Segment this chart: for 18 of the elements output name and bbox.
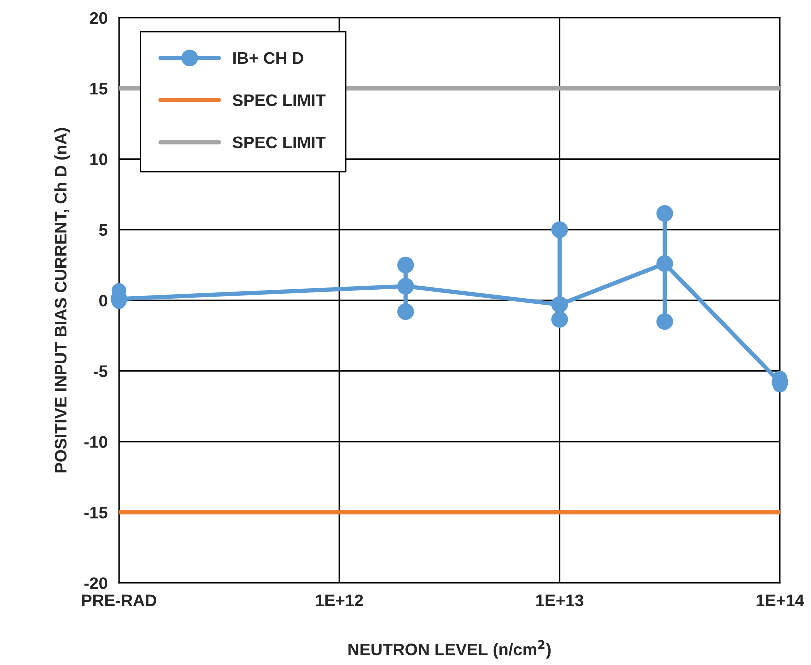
legend-label: SPEC LIMIT <box>232 94 326 106</box>
y-tick-label: -10 <box>84 436 108 448</box>
y-tick-label: -20 <box>84 578 108 590</box>
y-tick-label: 20 <box>90 12 108 24</box>
y-tick-label: 5 <box>99 224 108 236</box>
y-tick-label: -15 <box>84 507 108 519</box>
x-axis-title: NEUTRON LEVEL (n/cm$^{2}$) <box>348 640 551 659</box>
legend-label: SPEC LIMIT <box>232 136 326 149</box>
y-tick-label: -5 <box>94 366 108 378</box>
legend-label: IB+ CH D <box>234 52 304 64</box>
x-tick-label: 1E+14 <box>756 594 804 606</box>
y-tick-label: 0 <box>99 294 108 307</box>
x-tick-label: PRE-RAD <box>82 594 156 606</box>
y-axis-title: POSITIVE INPUT BIAS CURRENT, Ch D (nA) <box>54 128 70 473</box>
y-tick-label: 10 <box>90 154 108 166</box>
x-tick-label: 1E+12 <box>316 594 364 606</box>
y-tick-label: 15 <box>90 83 108 95</box>
x-tick-label: 1E+13 <box>536 594 584 607</box>
